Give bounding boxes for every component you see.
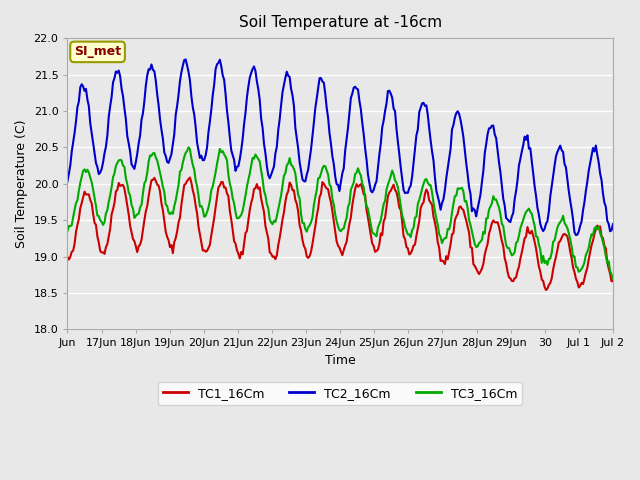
- Legend: TC1_16Cm, TC2_16Cm, TC3_16Cm: TC1_16Cm, TC2_16Cm, TC3_16Cm: [158, 382, 522, 405]
- X-axis label: Time: Time: [325, 354, 356, 367]
- Title: Soil Temperature at -16cm: Soil Temperature at -16cm: [239, 15, 442, 30]
- Y-axis label: Soil Temperature (C): Soil Temperature (C): [15, 120, 28, 248]
- Text: SI_met: SI_met: [74, 46, 121, 59]
